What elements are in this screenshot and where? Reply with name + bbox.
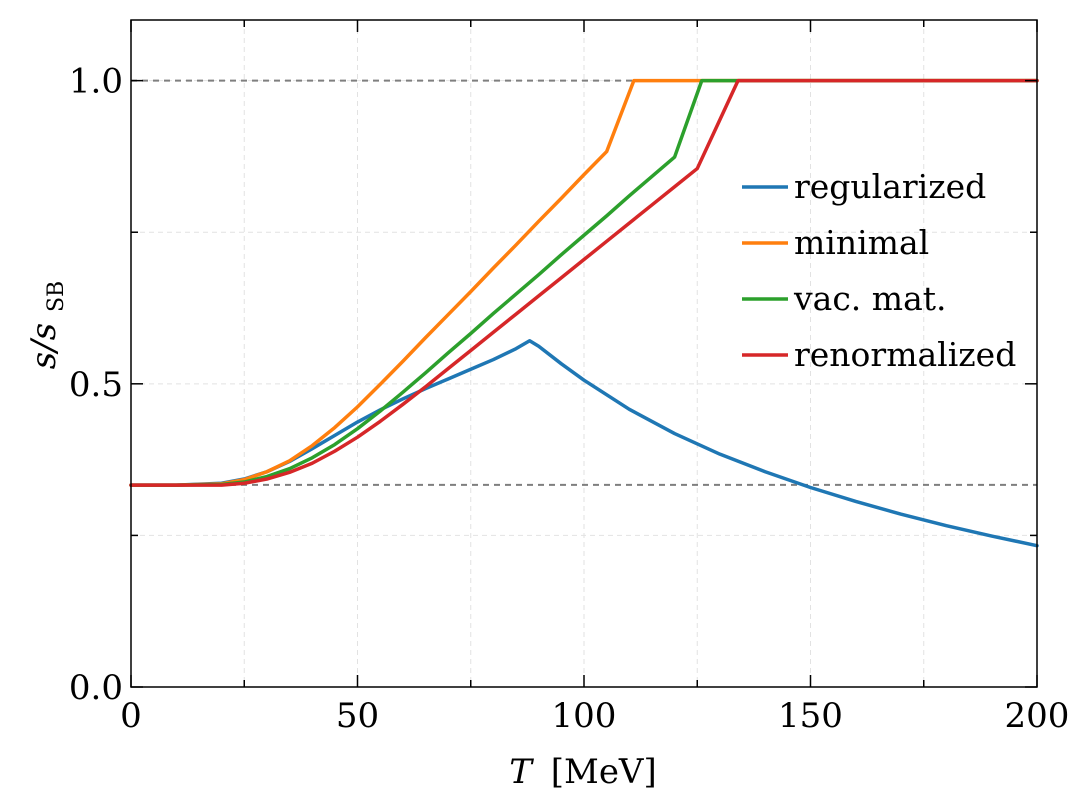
series-line-minimal — [129, 78, 1039, 487]
axis-ticks — [130, 20, 1038, 688]
series-group — [129, 78, 1039, 548]
legend-label: renormalized — [794, 335, 1016, 374]
tick-labels: 0 50 100 150 200 0.0 0.5 1.0 — [69, 62, 1070, 736]
y-axis-subscript: SB — [44, 281, 69, 312]
x-tick-label: 50 — [336, 696, 379, 736]
x-tick-label: 100 — [552, 696, 617, 736]
x-tick-label: 0 — [120, 696, 142, 736]
series-line-vac-mat — [129, 78, 1039, 487]
y-tick-label: 0.5 — [69, 365, 123, 405]
x-tick-label: 200 — [1005, 696, 1070, 736]
reference-lines — [131, 79, 1037, 486]
y-tick-label: 0.0 — [69, 668, 123, 708]
series-line-renormalized — [129, 78, 1039, 487]
legend-label: regularized — [794, 167, 986, 206]
x-axis-variable: T — [509, 752, 534, 792]
x-axis-label: T [MeV] — [509, 752, 657, 792]
x-axis-unit: [MeV] — [551, 752, 657, 792]
legend-label: vac. mat. — [793, 279, 947, 318]
y-tick-label: 1.0 — [69, 62, 123, 102]
legend-label: minimal — [794, 223, 929, 262]
y-axis-label: s/s SB — [24, 281, 69, 369]
y-axis-variable: s/s — [24, 323, 64, 369]
legend: regularized minimal vac. mat. renormalized — [742, 167, 1016, 374]
x-tick-label: 150 — [778, 696, 843, 736]
